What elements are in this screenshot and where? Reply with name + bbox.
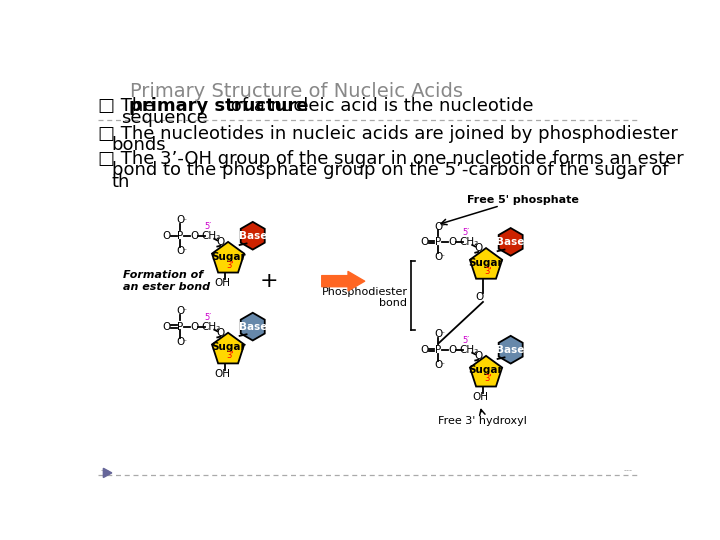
Text: ⁻: ⁻: [183, 247, 187, 255]
Text: P: P: [435, 345, 441, 355]
Text: Base: Base: [238, 322, 267, 332]
Text: ---: ---: [101, 466, 110, 475]
Text: 3': 3': [227, 260, 234, 269]
Text: primary structure: primary structure: [129, 97, 308, 115]
Text: P: P: [177, 231, 184, 241]
Polygon shape: [240, 222, 265, 249]
Text: Base: Base: [238, 231, 267, 241]
Text: O: O: [163, 231, 171, 241]
Text: bond to the phosphate group on the 5’-carbon of the sugar of: bond to the phosphate group on the 5’-ca…: [112, 161, 668, 179]
FancyArrowPatch shape: [322, 272, 365, 291]
Text: th: th: [112, 173, 130, 191]
Text: ⁻: ⁻: [441, 330, 445, 339]
Text: Base: Base: [497, 345, 525, 355]
Text: CH₂: CH₂: [459, 237, 479, 247]
Text: Sugar: Sugar: [469, 258, 503, 268]
Polygon shape: [240, 313, 265, 340]
Text: O: O: [163, 322, 171, 332]
Text: □ The nucleotides in nucleic acids are joined by phosphodiester: □ The nucleotides in nucleic acids are j…: [98, 125, 678, 143]
Text: CH₂: CH₂: [202, 231, 221, 241]
Text: O: O: [176, 337, 184, 347]
Text: ⁻: ⁻: [441, 361, 445, 369]
Text: Base: Base: [497, 237, 525, 247]
Text: Free 3' hydroxyl: Free 3' hydroxyl: [438, 416, 526, 426]
Text: □ The: □ The: [98, 97, 160, 115]
Text: ⁻: ⁻: [183, 216, 187, 225]
Text: O: O: [476, 292, 484, 302]
Text: O: O: [434, 221, 442, 232]
Text: O: O: [176, 306, 184, 316]
Text: 5′: 5′: [462, 336, 469, 345]
Text: ⁻: ⁻: [441, 222, 445, 231]
Text: ⁻: ⁻: [183, 338, 187, 347]
Text: Primary Structure of Nucleic Acids: Primary Structure of Nucleic Acids: [130, 82, 463, 101]
Polygon shape: [499, 228, 523, 256]
Text: 5′: 5′: [204, 313, 212, 322]
Text: 3': 3': [227, 352, 234, 360]
Text: P: P: [177, 322, 184, 332]
Text: O: O: [448, 345, 456, 355]
Text: Sugar: Sugar: [211, 342, 246, 353]
Polygon shape: [212, 242, 244, 273]
Text: O: O: [176, 246, 184, 256]
Text: O: O: [420, 237, 428, 247]
Text: Free 5' phosphate: Free 5' phosphate: [467, 194, 579, 205]
Text: O: O: [190, 322, 198, 332]
Text: sequence: sequence: [121, 109, 208, 127]
Text: 3': 3': [485, 267, 492, 275]
Text: O: O: [176, 215, 184, 225]
Text: O: O: [474, 351, 482, 361]
Text: bonds: bonds: [112, 137, 166, 154]
Text: an ester bond: an ester bond: [122, 282, 210, 292]
Text: □ The 3’-OH group of the sugar in one nucleotide forms an ester: □ The 3’-OH group of the sugar in one nu…: [98, 150, 684, 167]
Text: ⁻: ⁻: [183, 307, 187, 316]
Text: O: O: [448, 237, 456, 247]
Text: O: O: [434, 360, 442, 370]
Text: O: O: [434, 252, 442, 262]
Text: O: O: [474, 243, 482, 253]
Text: OH: OH: [214, 279, 230, 288]
Text: O: O: [216, 328, 225, 338]
Text: bond: bond: [379, 299, 408, 308]
Text: ⁻: ⁻: [441, 253, 445, 262]
Text: O: O: [420, 345, 428, 355]
Text: ---: ---: [623, 466, 632, 475]
Text: CH₂: CH₂: [202, 322, 221, 332]
Text: +: +: [260, 271, 278, 291]
Text: Sugar: Sugar: [211, 252, 246, 261]
Text: O: O: [434, 329, 442, 339]
Polygon shape: [104, 468, 112, 477]
Text: of a nucleic acid is the nucleotide: of a nucleic acid is the nucleotide: [225, 97, 534, 115]
Text: Formation of: Formation of: [122, 270, 203, 280]
Polygon shape: [470, 356, 502, 387]
Polygon shape: [499, 336, 523, 363]
Text: OH: OH: [472, 393, 488, 402]
Text: 5′: 5′: [204, 222, 212, 231]
Text: Phosphodiester: Phosphodiester: [322, 287, 408, 297]
Text: Sugar: Sugar: [469, 366, 503, 375]
Text: O: O: [190, 231, 198, 241]
Polygon shape: [470, 248, 502, 279]
Text: P: P: [435, 237, 441, 247]
Text: CH₂: CH₂: [459, 345, 479, 355]
Polygon shape: [212, 333, 244, 363]
Text: O: O: [216, 237, 225, 247]
Text: OH: OH: [214, 369, 230, 379]
Text: 5′: 5′: [462, 228, 469, 237]
Text: 3': 3': [485, 374, 492, 383]
